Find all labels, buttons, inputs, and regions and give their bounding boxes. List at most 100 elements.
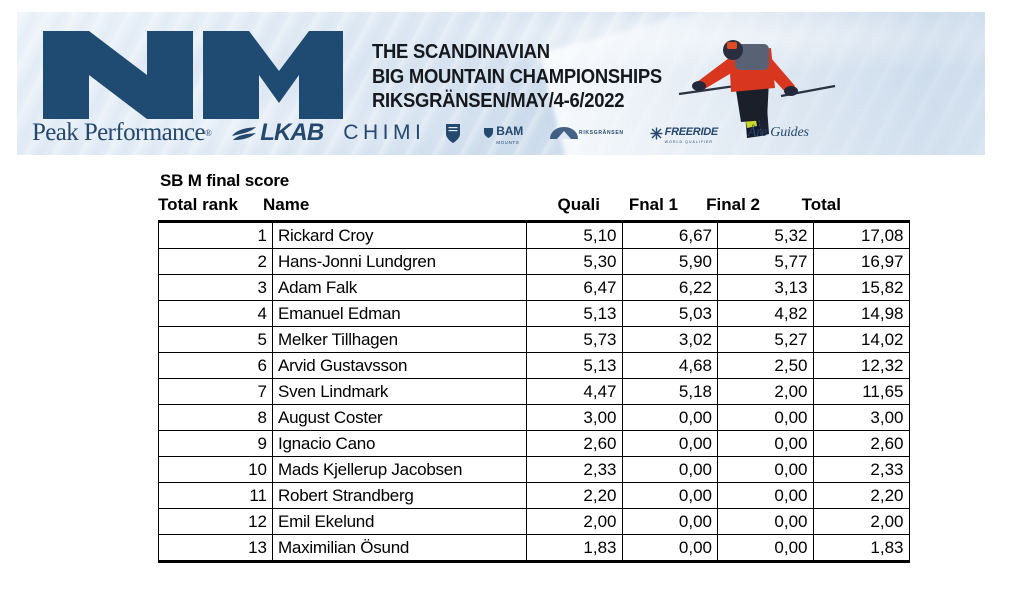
cell-final2: 5,77 [717, 248, 814, 275]
banner-title-line-2: BIG MOUNTAIN CHAMPIONSHIPS [372, 64, 662, 88]
cell-quali: 5,13 [526, 300, 623, 327]
cell-final1: 3,02 [621, 326, 718, 353]
sponsor-peak-performance: Peak Performance ® [32, 119, 212, 147]
sponsor-are-guides-label: Åre Guides [747, 125, 809, 140]
cell-name: Robert Strandberg [272, 482, 527, 509]
registered-mark-icon: ® [204, 128, 212, 138]
cell-final2: 0,00 [717, 482, 814, 509]
table-row: 7 Sven Lindmark 4,47 5,18 2,00 11,65 [158, 378, 910, 405]
cell-rank: 12 [158, 508, 273, 535]
nm-logo [43, 31, 343, 119]
cell-final2: 0,00 [717, 534, 814, 563]
column-header-total: Total [801, 195, 841, 214]
table-row: 5 Melker Tillhagen 5,73 3,02 5,27 14,02 [158, 326, 910, 353]
sponsor-bam: BAM MOUNTS [483, 122, 523, 145]
sponsor-chimi-label: CHIMI [343, 121, 426, 144]
cell-name: Rickard Croy [272, 220, 527, 249]
sponsor-peak-performance-label: Peak Performance [32, 119, 206, 146]
table-row: 6 Arvid Gustavsson 5,13 4,68 2,50 12,32 [158, 352, 910, 379]
sponsor-freeride-sublabel: WORLD QUALIFIER [664, 140, 714, 144]
skier-photo [677, 24, 837, 139]
mountain-arch-icon [550, 126, 579, 139]
cell-total: 14,98 [812, 300, 910, 327]
cell-rank: 9 [158, 430, 273, 457]
column-header-final2: Final 2 [706, 195, 760, 214]
cell-final2: 0,00 [717, 404, 814, 431]
cell-quali: 2,20 [526, 482, 623, 509]
cell-quali: 2,00 [526, 508, 623, 535]
cell-name: Melker Tillhagen [272, 326, 527, 353]
cell-name: August Coster [272, 404, 527, 431]
cell-final2: 0,00 [717, 430, 814, 457]
cell-final2: 5,27 [717, 326, 814, 353]
cell-total: 12,32 [812, 352, 910, 379]
cell-total: 17,08 [812, 220, 910, 249]
cell-final1: 0,00 [621, 508, 718, 535]
cell-final1: 5,03 [621, 300, 718, 327]
cell-quali: 5,13 [526, 352, 623, 379]
cell-final1: 4,68 [621, 352, 718, 379]
banner-title-line-1: THE SCANDINAVIAN [372, 40, 550, 63]
table-row: 3 Adam Falk 6,47 6,22 3,13 15,82 [158, 274, 910, 301]
cell-final2: 4,82 [717, 300, 814, 327]
cell-final1: 0,00 [621, 482, 718, 509]
cell-total: 15,82 [812, 274, 910, 301]
column-header-rank: Total rank [158, 195, 238, 214]
cell-rank: 4 [158, 300, 273, 327]
table-column-headers: Total rank Name Quali Fnal 1 Final 2 Tot… [158, 194, 842, 220]
cell-final1: 0,00 [621, 430, 718, 457]
sponsor-are-guides: Åre Guides [748, 125, 809, 141]
cell-name: Ignacio Cano [272, 430, 527, 457]
table-row: 13 Maximilian Ösund 1,83 0,00 0,00 1,83 [158, 534, 910, 563]
sponsor-riksgransen: RIKSGRÄNSEN [549, 126, 624, 141]
sponsor-chimi: CHIMI [343, 121, 425, 145]
cell-name: Emil Ekelund [272, 508, 527, 535]
cell-rank: 2 [158, 248, 273, 275]
sponsor-bam-label: BAM [496, 123, 524, 138]
column-header-final1: Fnal 1 [628, 195, 678, 214]
cell-name: Maximilian Ösund [272, 534, 527, 563]
cell-final1: 0,00 [621, 456, 718, 483]
sponsor-riksgransen-label: RIKSGRÄNSEN [579, 130, 624, 136]
column-header-quali: Quali [557, 195, 600, 214]
snowflake-icon [650, 127, 663, 139]
cell-final1: 0,00 [621, 404, 718, 431]
cell-final1: 5,18 [621, 378, 718, 405]
cell-final2: 2,00 [717, 378, 814, 405]
sponsor-bar: Peak Performance ® LKAB CHIMI BAM MOUNTS [17, 111, 985, 155]
cell-name: Hans-Jonni Lundgren [272, 248, 527, 275]
cell-rank: 10 [158, 456, 273, 483]
cell-name: Emanuel Edman [272, 300, 527, 327]
sponsor-lkab: LKAB [231, 119, 324, 147]
cell-quali: 3,00 [526, 404, 623, 431]
table-row: 8 August Coster 3,00 0,00 0,00 3,00 [158, 404, 910, 431]
cell-total: 2,20 [812, 482, 910, 509]
cell-rank: 7 [158, 378, 273, 405]
cell-rank: 6 [158, 352, 273, 379]
table-row: 4 Emanuel Edman 5,13 5,03 4,82 14,98 [158, 300, 910, 327]
cell-quali: 5,10 [526, 220, 623, 249]
cell-rank: 5 [158, 326, 273, 353]
cell-quali: 1,83 [526, 534, 623, 563]
column-header-name: Name [263, 195, 310, 214]
cell-total: 16,97 [812, 248, 910, 275]
table-row: 11 Robert Strandberg 2,20 0,00 0,00 2,20 [158, 482, 910, 509]
sponsor-freeride: FREERIDE WORLD QUALIFIER [650, 122, 718, 144]
cell-final1: 6,67 [621, 220, 718, 249]
banner-title-line-3: RIKSGRÄNSEN/MAY/4-6/2022 [372, 89, 625, 112]
cell-final2: 0,00 [717, 456, 814, 483]
event-banner: THE SCANDINAVIAN BIG MOUNTAIN CHAMPIONSH… [17, 12, 985, 155]
cell-final2: 5,32 [717, 220, 814, 249]
cell-total: 14,02 [812, 326, 910, 353]
cell-final2: 0,00 [717, 508, 814, 535]
cell-total: 3,00 [812, 404, 910, 431]
sponsor-bam-sublabel: MOUNTS [496, 139, 520, 145]
table-row: 10 Mads Kjellerup Jacobsen 2,33 0,00 0,00 2,3… [158, 456, 910, 483]
page-title: SB M final score [160, 171, 290, 190]
cell-final2: 3,13 [717, 274, 814, 301]
cell-name: Mads Kjellerup Jacobsen [272, 456, 527, 483]
cell-final1: 6,22 [621, 274, 718, 301]
shield-icon [446, 124, 461, 143]
cell-quali: 6,47 [526, 274, 623, 301]
cell-rank: 8 [158, 404, 273, 431]
